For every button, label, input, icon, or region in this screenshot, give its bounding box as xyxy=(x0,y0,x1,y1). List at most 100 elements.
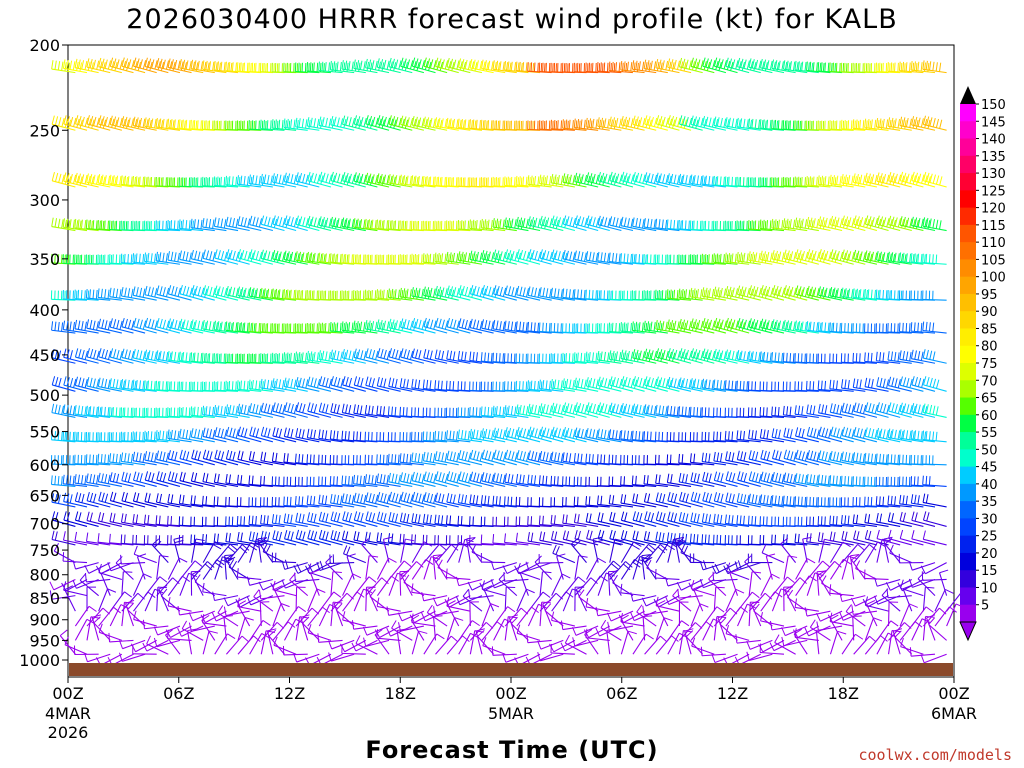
wind-barb xyxy=(771,472,796,488)
wind-barb xyxy=(341,290,366,301)
wind-barb xyxy=(121,491,146,508)
wind-barb xyxy=(306,117,332,131)
colorbar-swatch xyxy=(960,121,976,140)
colorbar-label: 100 xyxy=(981,271,1006,286)
colorbar-swatch xyxy=(960,414,976,433)
wind-barb xyxy=(133,610,157,627)
wind-barb xyxy=(851,605,877,615)
wind-barb xyxy=(864,215,889,232)
y-tick-label: 550 xyxy=(29,423,60,442)
wind-barb xyxy=(306,495,332,508)
wind-barb xyxy=(400,569,413,596)
wind-barb xyxy=(516,249,541,265)
wind-barb xyxy=(271,514,297,527)
wind-barb xyxy=(725,57,750,74)
wind-barb xyxy=(118,639,146,650)
wind-barb xyxy=(115,556,134,580)
wind-barb xyxy=(920,562,947,575)
wind-barb xyxy=(342,376,366,392)
wind-barb xyxy=(713,348,738,364)
wind-barb xyxy=(841,215,866,232)
wind-barb xyxy=(399,512,424,527)
wind-barb xyxy=(806,285,831,301)
wind-barb xyxy=(679,115,703,131)
wind-barb xyxy=(469,449,494,466)
wind-barb xyxy=(609,561,633,580)
wind-barb xyxy=(225,516,250,527)
wind-barb xyxy=(341,475,366,488)
wind-barb xyxy=(144,471,169,487)
colorbar-label: 55 xyxy=(981,426,998,441)
wind-barb xyxy=(646,559,669,580)
wind-barb xyxy=(411,175,436,188)
wind-barb xyxy=(376,376,401,392)
wind-barb xyxy=(632,403,657,418)
wind-barb xyxy=(620,583,645,597)
wind-barb xyxy=(922,475,947,488)
wind-barb xyxy=(608,429,634,443)
wind-barb xyxy=(667,492,692,508)
wind-barb xyxy=(109,57,134,74)
wind-barb xyxy=(853,543,877,563)
wind-barb xyxy=(759,534,785,546)
wind-barb xyxy=(214,633,236,655)
wind-barb xyxy=(922,115,947,131)
colorbar-label: 125 xyxy=(981,184,1006,199)
wind-barb xyxy=(864,513,889,527)
wind-barb xyxy=(376,319,401,334)
wind-barb xyxy=(480,352,506,364)
wind-barb xyxy=(202,319,227,334)
wind-barb xyxy=(51,60,76,74)
wind-barb xyxy=(72,560,99,570)
wind-barb xyxy=(307,512,332,527)
wind-barb xyxy=(223,606,250,617)
wind-barb xyxy=(144,57,169,74)
wind-barb xyxy=(471,543,494,564)
colorbar-swatch xyxy=(960,276,976,295)
wind-barb xyxy=(97,377,122,392)
wind-barb xyxy=(136,553,147,580)
wind-barb xyxy=(376,58,401,74)
wind-barb xyxy=(504,616,518,641)
wind-barb xyxy=(225,544,250,563)
wind-barb xyxy=(736,220,761,232)
wind-barb xyxy=(841,426,866,443)
wind-barb xyxy=(516,450,541,466)
colorbar-label: 130 xyxy=(981,167,1006,182)
wind-barb xyxy=(108,632,134,643)
wind-barb xyxy=(53,543,76,564)
wind-barb xyxy=(364,474,390,488)
colorbar-swatch xyxy=(960,449,976,468)
wind-barb xyxy=(491,646,517,656)
wind-barb xyxy=(922,430,947,443)
wind-barb xyxy=(632,511,657,527)
colorbar-swatch xyxy=(960,190,976,209)
wind-barb xyxy=(458,285,483,301)
wind-barb xyxy=(376,491,401,508)
wind-barb xyxy=(434,514,459,527)
wind-barb xyxy=(656,600,669,627)
wind-barb xyxy=(130,639,157,653)
wind-barb xyxy=(864,617,883,641)
wind-barb xyxy=(597,428,622,443)
wind-barb xyxy=(806,249,831,265)
wind-barb xyxy=(921,571,947,581)
wind-barb xyxy=(753,603,773,627)
wind-barb xyxy=(391,620,413,641)
y-tick-label: 750 xyxy=(29,541,60,560)
wind-barb xyxy=(260,402,285,418)
wind-barb xyxy=(330,115,355,131)
terrain-strip xyxy=(69,663,953,676)
wind-barb xyxy=(283,513,308,527)
wind-barb xyxy=(481,250,506,265)
wind-barb xyxy=(202,249,227,265)
wind-barb xyxy=(434,492,459,508)
wind-barb xyxy=(713,57,738,74)
wind-barb xyxy=(226,249,250,265)
wind-barb xyxy=(248,515,273,527)
wind-barb xyxy=(643,404,668,418)
wind-barb xyxy=(750,599,762,627)
wind-barb xyxy=(236,515,262,527)
colorbar-label: 135 xyxy=(981,150,1006,165)
wind-barb xyxy=(644,172,668,188)
